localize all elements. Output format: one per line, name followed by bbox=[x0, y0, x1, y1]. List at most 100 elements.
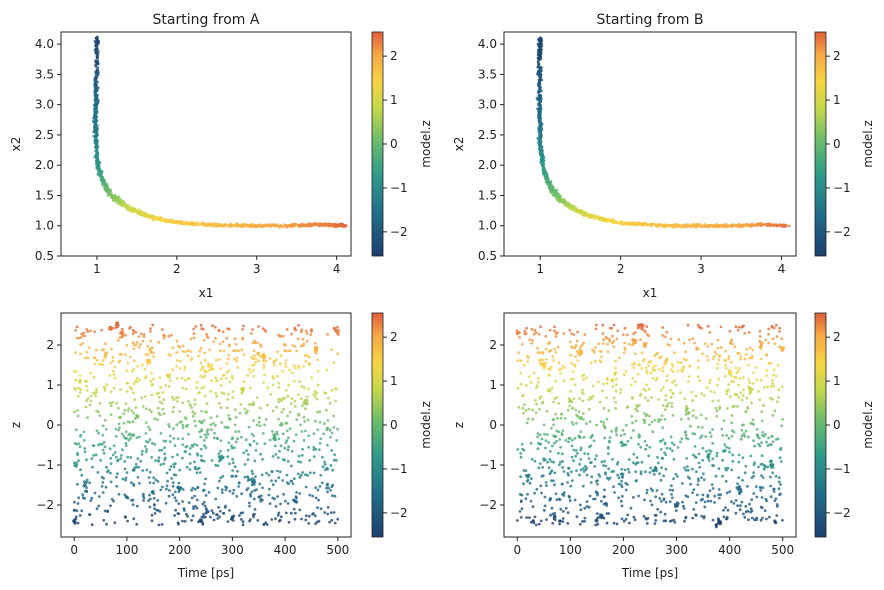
data-point bbox=[153, 512, 157, 515]
data-point bbox=[317, 498, 320, 502]
data-point bbox=[191, 414, 195, 418]
data-point bbox=[153, 507, 156, 510]
data-point bbox=[649, 499, 652, 503]
data-point bbox=[219, 377, 223, 381]
data-point bbox=[102, 518, 106, 522]
data-point bbox=[125, 390, 129, 393]
data-point bbox=[188, 452, 192, 456]
data-point bbox=[668, 447, 672, 451]
data-point bbox=[757, 390, 760, 393]
data-point bbox=[214, 392, 218, 395]
data-point bbox=[131, 341, 135, 345]
data-point bbox=[82, 439, 86, 442]
data-point bbox=[173, 221, 177, 225]
data-point bbox=[224, 223, 228, 227]
data-point bbox=[627, 470, 631, 474]
data-point bbox=[605, 417, 609, 421]
data-point bbox=[587, 457, 591, 460]
data-point bbox=[619, 434, 623, 437]
data-point bbox=[544, 446, 547, 450]
data-point bbox=[274, 453, 278, 456]
data-point bbox=[559, 194, 562, 198]
data-point bbox=[721, 458, 724, 462]
data-point bbox=[634, 419, 638, 423]
data-point bbox=[284, 365, 288, 368]
data-point bbox=[142, 333, 146, 336]
data-point bbox=[174, 462, 177, 465]
data-point bbox=[329, 464, 333, 467]
data-point bbox=[273, 224, 277, 228]
data-point bbox=[539, 55, 542, 59]
data-point bbox=[73, 442, 77, 445]
data-point bbox=[271, 430, 274, 433]
data-point bbox=[113, 451, 117, 454]
data-point bbox=[534, 523, 538, 527]
data-point bbox=[750, 476, 754, 479]
data-point bbox=[214, 463, 218, 467]
data-point bbox=[161, 328, 164, 331]
data-point bbox=[199, 346, 203, 350]
data-point bbox=[111, 401, 115, 404]
data-point bbox=[78, 514, 82, 517]
data-point bbox=[330, 518, 334, 522]
data-point bbox=[685, 358, 688, 362]
data-point bbox=[258, 482, 262, 486]
data-point bbox=[587, 505, 591, 509]
data-point bbox=[122, 434, 126, 438]
data-point bbox=[591, 348, 594, 352]
data-point bbox=[214, 376, 217, 380]
data-point bbox=[595, 479, 598, 483]
data-point bbox=[215, 379, 218, 383]
data-point bbox=[687, 417, 690, 421]
data-point bbox=[531, 408, 535, 412]
data-point bbox=[94, 453, 98, 457]
data-point bbox=[672, 225, 676, 229]
data-point bbox=[538, 407, 541, 411]
data-point bbox=[153, 417, 157, 421]
x-tick-label: 1 bbox=[536, 262, 544, 276]
data-point bbox=[664, 398, 668, 402]
data-point bbox=[190, 496, 194, 500]
data-point bbox=[651, 222, 654, 226]
data-point bbox=[172, 405, 176, 409]
data-point bbox=[230, 517, 234, 521]
data-point bbox=[78, 445, 82, 449]
data-point bbox=[94, 394, 97, 398]
data-point bbox=[701, 224, 705, 228]
data-point bbox=[706, 499, 710, 503]
data-point bbox=[616, 329, 620, 333]
data-point bbox=[221, 340, 225, 344]
data-point bbox=[302, 342, 306, 346]
data-point bbox=[663, 451, 666, 455]
data-point bbox=[134, 343, 138, 347]
data-point bbox=[664, 500, 668, 504]
data-point bbox=[202, 339, 206, 342]
data-point bbox=[744, 429, 748, 433]
data-point bbox=[124, 333, 128, 337]
data-point bbox=[157, 391, 161, 395]
y-tick-label: 2.5 bbox=[35, 128, 54, 142]
data-point bbox=[302, 439, 306, 442]
data-point bbox=[316, 383, 320, 387]
data-point bbox=[115, 325, 119, 328]
data-point bbox=[77, 442, 81, 445]
data-point bbox=[95, 94, 99, 98]
data-point bbox=[218, 358, 221, 361]
data-point bbox=[566, 481, 569, 484]
data-point bbox=[221, 474, 225, 478]
data-point bbox=[552, 400, 555, 404]
data-point bbox=[281, 396, 285, 400]
data-point bbox=[252, 403, 256, 407]
data-point bbox=[120, 432, 124, 436]
data-point bbox=[193, 460, 196, 464]
data-point bbox=[244, 438, 248, 442]
data-point bbox=[760, 419, 764, 423]
data-point bbox=[161, 407, 165, 411]
data-point bbox=[85, 389, 89, 392]
data-point bbox=[202, 459, 206, 463]
data-point bbox=[553, 189, 557, 193]
data-point bbox=[282, 225, 286, 228]
data-point bbox=[99, 459, 102, 462]
data-point bbox=[245, 449, 249, 452]
data-point bbox=[144, 450, 148, 454]
